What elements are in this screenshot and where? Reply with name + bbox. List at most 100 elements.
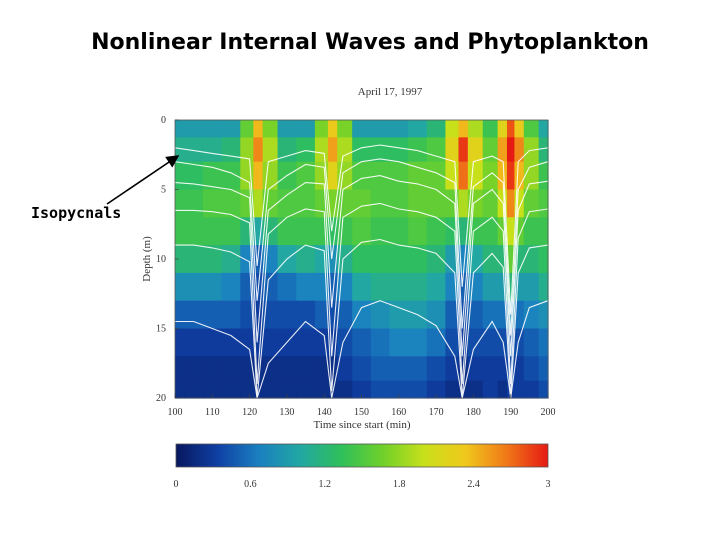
- heatmap-cell: [296, 272, 316, 302]
- heatmap-cell: [327, 356, 338, 382]
- heatmap-cell: [262, 120, 279, 138]
- heatmap-cell: [467, 161, 484, 191]
- heatmap-cell: [202, 272, 223, 302]
- heatmap-cell: [337, 120, 353, 138]
- heatmap-cell: [482, 120, 499, 138]
- heatmap-cell: [408, 245, 428, 274]
- heatmap-cell: [296, 300, 316, 330]
- heatmap-cell: [370, 356, 391, 382]
- y-axis-ticks: 0 5 10 15 20: [156, 115, 179, 404]
- heatmap-cell: [482, 328, 499, 357]
- y-tick-label: 0: [161, 115, 166, 126]
- heatmap-cell: [314, 356, 329, 382]
- heatmap-cell: [497, 380, 508, 399]
- heatmap-cell: [538, 272, 549, 302]
- heatmap-cell: [506, 300, 516, 330]
- heatmap-cell: [184, 328, 204, 357]
- heatmap-cell: [523, 161, 540, 191]
- heatmap-cell: [221, 137, 241, 163]
- heatmap-cell: [327, 245, 338, 274]
- heatmap-cell: [523, 272, 540, 302]
- heatmap-cell: [184, 356, 204, 382]
- heatmap-cell: [458, 120, 469, 138]
- heatmap-cell: [445, 161, 460, 191]
- heatmap-cell: [445, 120, 460, 138]
- heatmap-cell: [277, 120, 297, 138]
- heatmap-cell: [497, 217, 508, 246]
- heatmap-cell: [221, 300, 241, 330]
- heatmap-cell: [184, 161, 204, 191]
- heatmap-cell: [514, 189, 525, 218]
- heatmap-cell: [514, 380, 525, 399]
- heatmap-cell: [458, 272, 469, 302]
- heatmap-cell: [523, 217, 540, 246]
- heatmap-cell: [352, 245, 372, 274]
- heatmap-cell: [202, 137, 223, 163]
- heatmap-cell: [523, 245, 540, 274]
- heatmap-cell: [352, 161, 372, 191]
- heatmap-cell: [458, 217, 469, 246]
- heatmap-cell: [277, 272, 297, 302]
- heatmap-cell: [240, 300, 254, 330]
- heatmap-cell: [296, 189, 316, 218]
- heatmap-cell: [482, 217, 499, 246]
- heatmap-cell: [327, 189, 338, 218]
- x-axis-label: Time since start (min): [313, 419, 410, 431]
- heatmap-cell: [538, 120, 549, 138]
- heatmap-cell: [352, 272, 372, 302]
- heatmap-cell: [184, 300, 204, 330]
- heatmap-cell: [482, 245, 499, 274]
- heatmap-cell: [175, 217, 185, 246]
- heatmap-cell: [467, 356, 484, 382]
- heatmap-cell: [445, 300, 460, 330]
- heatmap-cell: [506, 245, 516, 274]
- heatmap-cells: [175, 120, 549, 399]
- heatmap-cell: [458, 189, 469, 218]
- heatmap-cell: [314, 328, 329, 357]
- heatmap-cell: [370, 137, 391, 163]
- heatmap-cell: [538, 300, 549, 330]
- heatmap-cell: [426, 300, 447, 330]
- heatmap-cell: [458, 137, 469, 163]
- heatmap-cell: [253, 328, 264, 357]
- heatmap-cell: [467, 120, 484, 138]
- heatmap-cell: [506, 137, 516, 163]
- heatmap-cell: [240, 137, 254, 163]
- heatmap-cell: [389, 272, 409, 302]
- heatmap-cell: [370, 245, 391, 274]
- heatmap-cell: [262, 380, 279, 399]
- heatmap-cell: [370, 120, 391, 138]
- heatmap-cell: [523, 328, 540, 357]
- heatmap-cell: [514, 356, 525, 382]
- heatmap-cell: [327, 300, 338, 330]
- heatmap-cell: [277, 380, 297, 399]
- heatmap-cell: [506, 272, 516, 302]
- heatmap-cell: [327, 217, 338, 246]
- y-tick-label: 5: [161, 185, 166, 196]
- heatmap-cell: [202, 245, 223, 274]
- heatmap-cell: [389, 356, 409, 382]
- heatmap-cell: [482, 300, 499, 330]
- heatmap-cell: [482, 272, 499, 302]
- colorbar-tick-label: 0.6: [244, 479, 257, 490]
- heatmap-cell: [337, 189, 353, 218]
- isopycnal-line: [174, 144, 549, 315]
- heatmap-cell: [175, 380, 185, 399]
- heatmap-cell: [538, 189, 549, 218]
- heatmap-cell: [497, 189, 508, 218]
- heatmap-cell: [497, 161, 508, 191]
- heatmap-cell: [262, 137, 279, 163]
- heatmap-cell: [221, 120, 241, 138]
- heatmap-cell: [389, 161, 409, 191]
- heatmap-cell: [523, 356, 540, 382]
- colorbar-tick-label: 2.4: [467, 479, 480, 490]
- heatmap-cell: [538, 137, 549, 163]
- x-tick-label: 130: [279, 407, 294, 418]
- heatmap-cell: [202, 380, 223, 399]
- heatmap-cell: [184, 245, 204, 274]
- heatmap-cell: [408, 356, 428, 382]
- heatmap-cell: [523, 380, 540, 399]
- heatmap-cell: [184, 189, 204, 218]
- heatmap-cell: [426, 328, 447, 357]
- heatmap-cell: [296, 328, 316, 357]
